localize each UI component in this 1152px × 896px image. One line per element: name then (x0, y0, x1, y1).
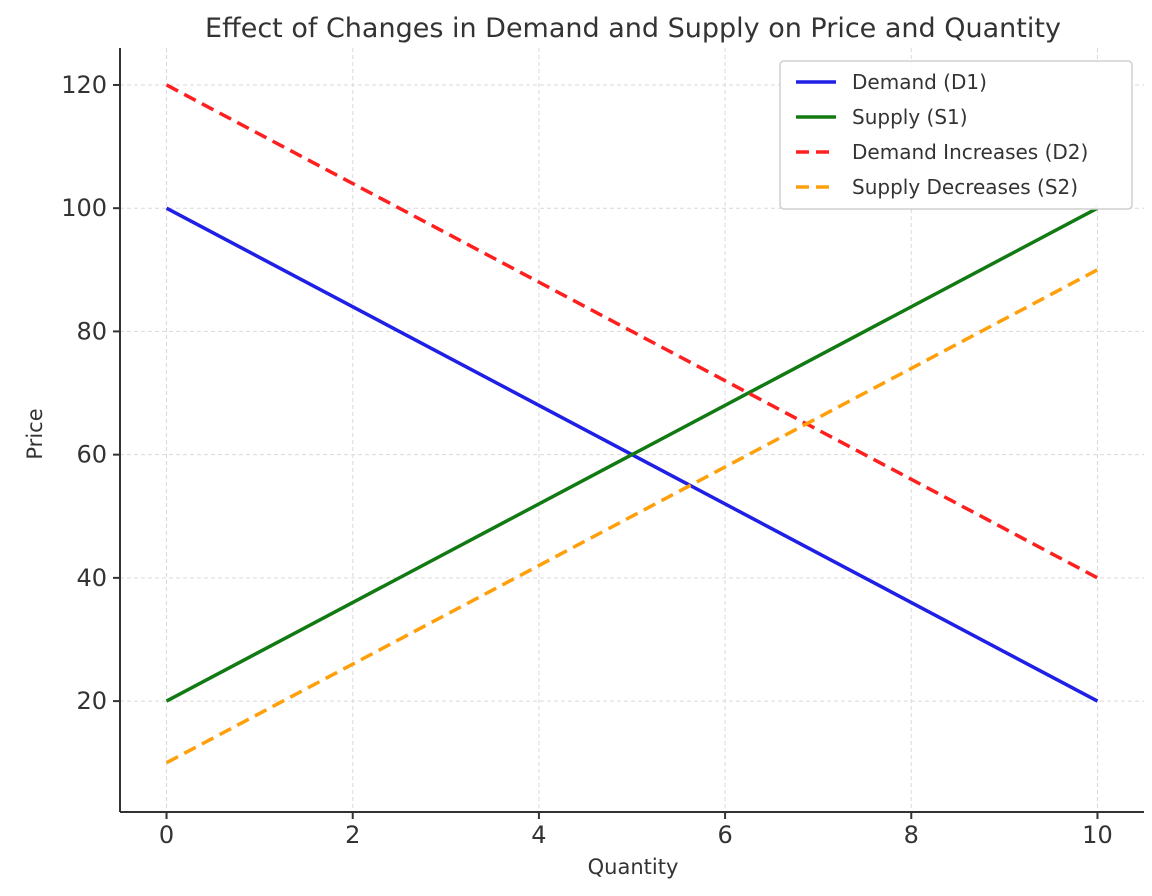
legend-label-3: Demand Increases (D2) (852, 140, 1088, 164)
legend: Demand (D1) Supply (S1) Demand Increases (… (779, 60, 1133, 210)
ticks: 0 2 4 6 8 10 20 40 60 80 100 120 (61, 71, 1113, 849)
y-tick-label: 20 (76, 687, 107, 715)
x-tick-label: 10 (1082, 821, 1113, 849)
x-tick-label: 2 (345, 821, 360, 849)
y-tick-label: 80 (76, 317, 107, 345)
legend-label-2: Supply (S1) (852, 105, 968, 129)
legend-label-4: Supply Decreases (S2) (852, 175, 1078, 199)
x-tick-label: 6 (717, 821, 732, 849)
x-axis-label: Quantity (588, 855, 679, 879)
x-tick-label: 8 (904, 821, 919, 849)
y-tick-label: 60 (76, 441, 107, 469)
x-tick-label: 0 (159, 821, 174, 849)
x-tick-label: 4 (531, 821, 546, 849)
y-tick-label: 40 (76, 564, 107, 592)
y-tick-label: 120 (61, 71, 107, 99)
series-line-2 (165, 206, 1099, 703)
series-group (165, 83, 1099, 765)
legend-label-1: Demand (D1) (852, 70, 987, 94)
y-tick-label: 100 (61, 194, 107, 222)
y-axis-label: Price (23, 408, 47, 459)
series-line-4 (165, 268, 1099, 765)
legend-box (779, 60, 1133, 210)
series-line-3 (165, 83, 1099, 580)
chart-title: Effect of Changes in Demand and Supply o… (205, 13, 1061, 44)
